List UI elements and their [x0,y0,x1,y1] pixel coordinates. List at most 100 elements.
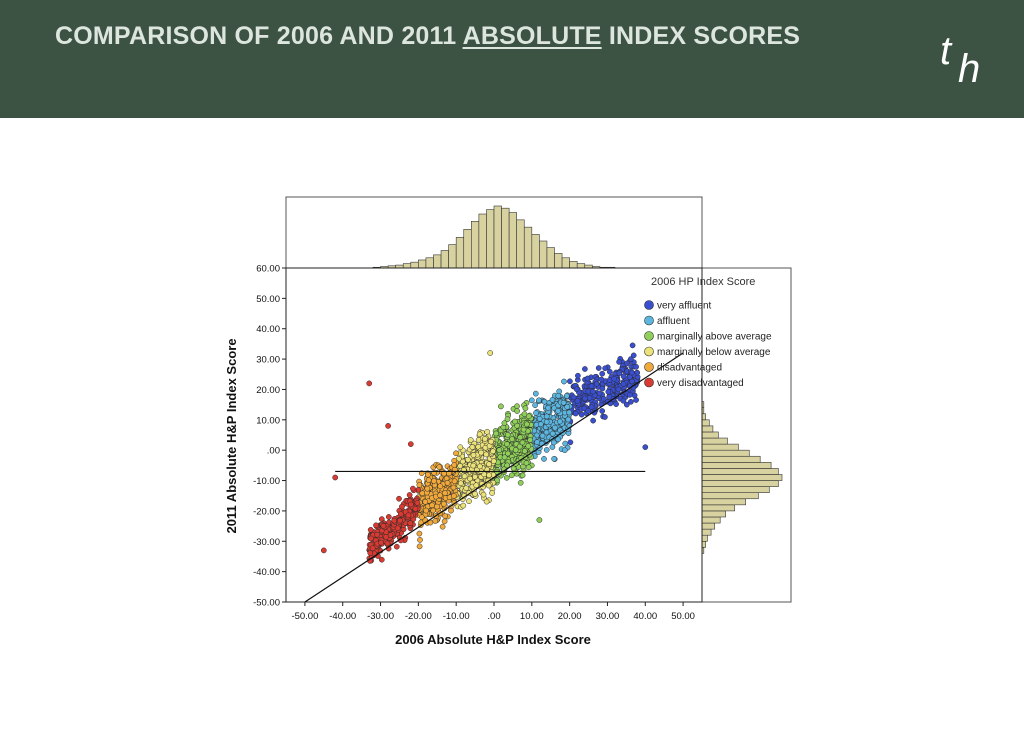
y-histogram-bar [701,504,736,512]
data-point [424,485,431,492]
x-tick-label: 10.00 [520,611,544,622]
legend-marker [644,362,654,372]
x-histogram-bar [493,205,502,269]
data-point [436,464,443,470]
data-point [422,498,429,505]
data-point [396,495,402,502]
x-histogram-bar [486,209,495,269]
data-point [599,385,606,392]
data-point [541,456,547,462]
data-point [642,444,649,450]
data-point [414,500,421,506]
data-point [423,507,429,514]
data-point [440,501,447,507]
data-point [487,350,494,356]
data-point [467,437,474,443]
data-point [508,472,515,479]
data-point [613,401,619,407]
data-point [620,397,627,404]
data-point [486,461,492,468]
y-histogram-bar [701,455,761,463]
data-point [584,375,591,382]
data-point [532,390,539,397]
data-point [367,526,374,533]
data-point [490,458,497,465]
data-point [521,448,528,454]
title-emphasis: ABSOLUTE [462,22,602,50]
x-histogram-bar [576,263,586,269]
data-point [629,342,636,349]
y-histogram-bar [701,468,779,475]
data-point [606,394,612,400]
data-point [537,421,544,428]
data-point [567,439,574,446]
data-point [519,439,526,446]
data-point [432,518,439,524]
data-point [552,424,558,431]
data-point [590,388,596,395]
data-point [549,430,556,437]
data-point [490,448,496,455]
data-point [470,452,477,458]
data-point [437,492,443,499]
data-point [501,454,508,461]
data-point [620,381,627,387]
data-point [534,439,540,445]
data-point [582,366,588,372]
data-point [378,556,385,563]
data-point [380,523,387,529]
data-point [626,392,633,398]
y-tick-label: 20.00 [256,385,280,396]
x-histogram-bar [516,219,525,269]
legend-label: affluent [657,316,690,327]
data-point [505,450,511,457]
x-tick-label: -20.00 [405,611,432,622]
x-histogram-bar [546,247,555,269]
data-point [561,378,567,385]
x-histogram-bar [448,244,457,269]
data-point [545,405,552,411]
y-histogram-bar [701,413,706,421]
y-tick-label: 40.00 [256,324,280,335]
data-point [616,359,622,365]
data-point [485,482,492,489]
data-point [407,520,414,527]
data-point [472,474,478,480]
data-point [463,485,470,492]
data-point [539,432,546,439]
y-histogram-bar [701,462,772,469]
x-axis-label: 2006 Absolute H&P Index Score [395,632,591,647]
x-axis-ticks: -50.00 -40.00 -30.00 -20.00 -10.00 .00 10.00 20… [291,602,695,622]
x-histogram-bar [418,259,427,269]
y-tick-label: .00 [267,446,280,457]
y-axis-label: 2011 Absolute H&P Index Score [224,338,239,533]
data-point [575,372,581,379]
data-point [572,410,579,417]
y-tick-label: 50.00 [256,294,280,305]
data-point [498,403,504,410]
data-point [451,493,457,499]
data-point [595,365,602,371]
data-point [593,380,600,387]
data-point [493,430,499,437]
y-tick-label: 30.00 [256,355,280,366]
data-point [467,475,473,482]
y-histogram-bar [701,480,779,487]
data-point [582,395,588,402]
data-point [457,480,464,487]
legend-label: marginally above average [657,332,772,343]
y-histogram-bar [701,443,739,451]
legend-label: very disadvantaged [657,378,744,389]
legend-label: very affluent [657,301,712,312]
data-point [533,410,539,416]
data-point [504,431,511,438]
legend-label: marginally below average [657,347,771,358]
data-point [418,514,425,521]
fit-line [304,352,684,603]
data-point [476,463,483,470]
data-point [366,380,373,387]
x-tick-label: -40.00 [329,611,356,622]
y-tick-label: 60.00 [256,264,280,275]
data-point [430,507,437,514]
data-point [543,429,550,436]
